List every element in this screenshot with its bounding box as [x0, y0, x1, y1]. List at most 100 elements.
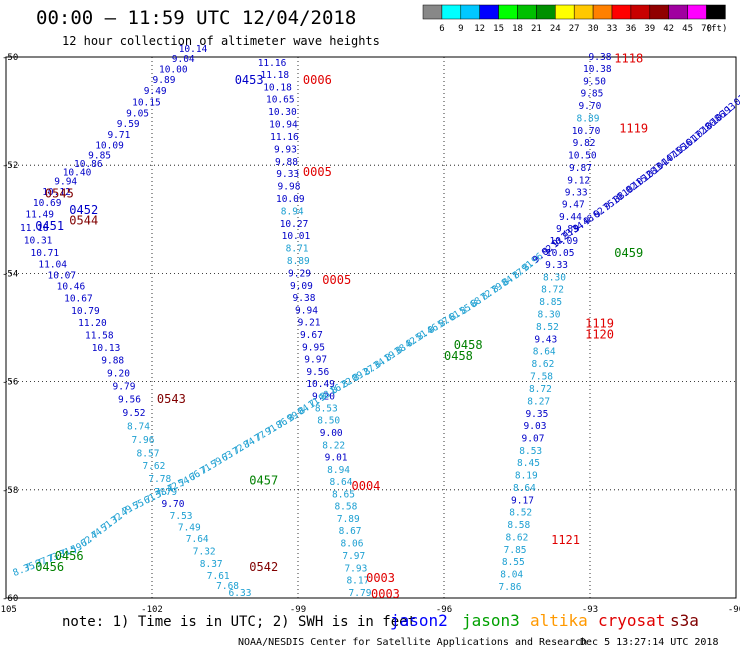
track-jason2-descending-left: 10.149.0410.009.899.4910.159.059.599.711… [20, 44, 251, 599]
swh-value-label: 8.22 [322, 440, 345, 451]
colorbar-tick-label: 39 [644, 24, 655, 34]
swh-value-label: 8.65 [332, 489, 355, 500]
swh-value-label: 9.59 [117, 119, 140, 130]
swh-value-label: 7.93 [344, 563, 367, 574]
satellite-name-cryosat: cryosat [598, 611, 665, 630]
swh-value-label: 8.04 [500, 570, 523, 581]
satellite-name-jason3: jason3 [462, 611, 520, 630]
swh-value-label: 9.98 [278, 182, 301, 193]
lat-tick-label: -58 [2, 486, 18, 496]
swh-value-label: 10.86 [74, 159, 103, 170]
swh-value-label: 8.58 [507, 520, 530, 531]
swh-value-label: 9.52 [123, 408, 146, 419]
swh-value-label: 8.52 [509, 508, 532, 519]
colorbar-swatch [630, 4, 651, 20]
satellite-name-jason2: jason2 [390, 611, 448, 630]
swh-value-label: 10.67 [64, 294, 93, 305]
swh-value-label: 8.89 [287, 256, 310, 267]
colorbar-legend: 6 9 12 15 18 21 24 27 30 33 36 39 42 45 70(ft) [422, 4, 727, 34]
swh-value-label: 9.97 [304, 355, 327, 366]
swh-value-label: 11.20 [78, 318, 107, 329]
swh-value-label: 10.79 [71, 306, 100, 317]
swh-value-label: 11.49 [25, 210, 54, 221]
colorbar-tick-label: 6 [439, 24, 444, 34]
swh-value-label: 9.93 [274, 144, 297, 155]
swh-value-label: 9.79 [113, 382, 136, 393]
lon-tick-label: -105 [0, 605, 17, 615]
lat-tick-label: -50 [2, 53, 18, 63]
swh-value-label: 8.53 [519, 446, 542, 457]
swh-value-label: 7.85 [504, 545, 527, 556]
colorbar-swatch [441, 4, 462, 20]
swh-value-label: 7.62 [142, 461, 165, 472]
lon-tick-label: -96 [436, 605, 452, 615]
satellite-name-s3a: s3a [670, 611, 699, 630]
swh-value-label: 10.09 [95, 141, 124, 152]
swh-value-label: 10.14 [179, 44, 208, 55]
colorbar-tick-label: 36 [625, 24, 636, 34]
swh-value-label: 10.01 [282, 231, 311, 242]
swh-value-label: 9.20 [107, 369, 130, 380]
swh-value-label: 10.40 [63, 168, 92, 179]
generated-timestamp: Dec 5 13:27:14 UTC 2018 [580, 637, 718, 648]
swh-value-label: 8.94 [327, 465, 350, 476]
swh-value-label: 9.56 [118, 395, 141, 406]
axis-labels: -105 -102 -99 -96 -93 -90 -50 -52 -54 -56 -58 -60 [0, 53, 740, 615]
swh-value-label: 6.33 [229, 588, 252, 599]
colorbar-tick-label: 24 [550, 24, 561, 34]
swh-value-label: 10.31 [24, 236, 53, 247]
swh-value-label: 9.94 [295, 305, 318, 316]
swh-value-label: 9.01 [325, 453, 348, 464]
swh-value-label: 7.58 [530, 372, 553, 383]
swh-value-label: 9.95 [302, 342, 325, 353]
swh-value-label: 7.78 [148, 474, 171, 485]
pass-time-label: 0544 [69, 214, 98, 228]
colorbar-tick-label: 30 [588, 24, 599, 34]
swh-value-label: 10.71 [30, 248, 59, 259]
swh-value-label: 8.74 [127, 422, 150, 433]
swh-value-label: 9.38 [589, 52, 612, 63]
swh-value-label: 7.86 [499, 582, 522, 593]
pass-time-label: 0004 [352, 479, 381, 493]
swh-value-label: 8.72 [541, 285, 564, 296]
colorbar-swatch [573, 4, 594, 20]
swh-value-label: 10.27 [280, 219, 309, 230]
swh-value-label: 10.70 [572, 126, 601, 137]
swh-value-label: 8.72 [529, 384, 552, 395]
swh-value-label: 11.01 [719, 92, 740, 119]
swh-value-label: 7.32 [193, 547, 216, 558]
pass-time-label: 1118 [614, 51, 643, 65]
swh-value-label: 9.33 [545, 260, 568, 271]
colorbar-tick-label: 21 [531, 24, 542, 34]
colorbar-tick-label: 18 [512, 24, 523, 34]
colorbar-swatch [668, 4, 688, 20]
swh-value-label: 10.30 [268, 107, 297, 118]
colorbar-swatch [479, 4, 499, 20]
swh-value-label: 7.79 [349, 588, 372, 599]
pass-time-label: 0456 [35, 560, 64, 574]
pass-time-label: 0451 [35, 219, 64, 233]
swh-value-label: 10.07 [47, 271, 76, 282]
swh-value-label: 9.07 [522, 434, 545, 445]
colorbar-swatch [517, 4, 537, 20]
swh-value-label: 9.12 [567, 175, 590, 186]
swh-value-label: 9.04 [172, 54, 195, 65]
swh-value-label: 9.29 [288, 269, 311, 280]
swh-value-label: 7.79 [154, 487, 177, 498]
time-labels: 0453 0006 0005 0005 0004 0003 0003 0545 04520544… [35, 51, 648, 601]
swh-value-label: 9.33 [276, 169, 299, 180]
colorbar-swatch [555, 4, 575, 20]
swh-value-label: 9.35 [525, 409, 548, 420]
satellite-legend: jason2 jason3 altika cryosat s3a [390, 611, 699, 630]
colorbar-swatch [611, 4, 632, 20]
colorbar-swatch [460, 4, 480, 20]
pass-time-label: 0545 [45, 187, 74, 201]
swh-value-label: 9.88 [101, 356, 124, 367]
colorbar-swatch [706, 4, 726, 20]
swh-value-label: 9.70 [162, 499, 185, 510]
swh-value-label: 9.20 [312, 391, 335, 402]
swh-value-label: 8.71 [286, 244, 309, 255]
swh-value-label: 8.57 [137, 448, 160, 459]
swh-value-label: 9.85 [88, 151, 111, 162]
swh-value-label: 9.56 [306, 367, 329, 378]
